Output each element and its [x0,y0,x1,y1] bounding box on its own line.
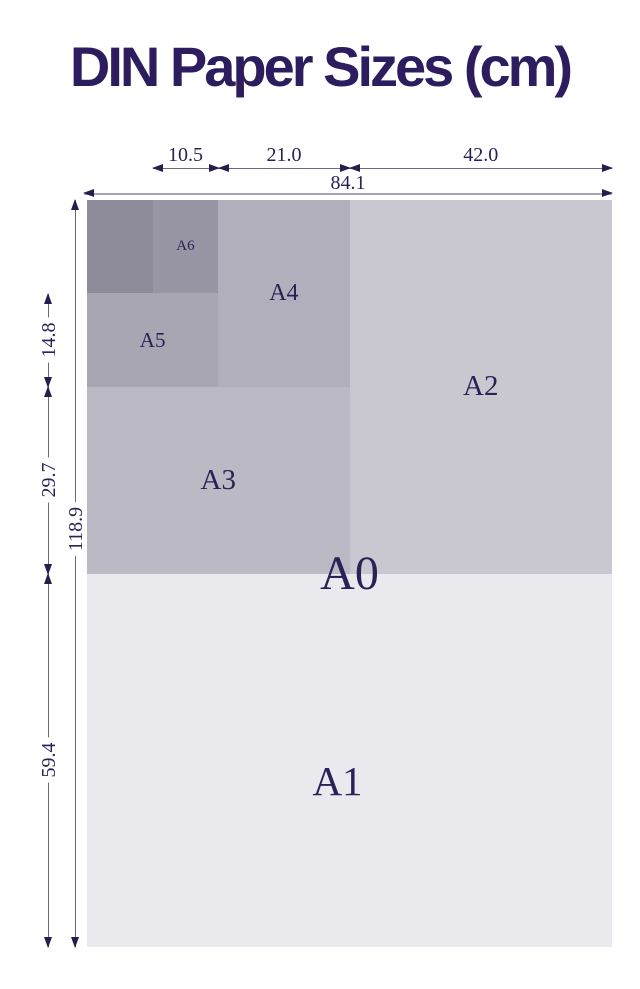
dim-a3-height: 29.7 [38,386,60,575]
paper-a1-label: A1 [312,757,363,804]
arrowhead-up-icon [70,199,79,210]
arrowhead-up-icon [43,292,52,304]
dim-a2-width: 42.0 [348,145,613,172]
paper-a6-label: A6 [176,238,195,255]
paper-a3-label: A3 [200,463,236,496]
dim-total-width-value: 84.1 [330,172,366,194]
arrowhead-left-icon [348,164,360,172]
dim-a6-width-value: 10.5 [168,144,203,166]
dim-a4-width: 21.0 [217,145,351,172]
arrowhead-up-icon [43,386,52,397]
arrowhead-right-icon [339,164,351,172]
paper-a1-region: A1 [87,573,612,947]
dim-total-width: 84.1 [83,173,613,197]
dim-total-height-value: 118.9 [65,501,87,556]
paper-a6-region: A6 [152,200,219,294]
paper-a4-label: A4 [269,280,299,307]
arrowhead-down-icon [43,937,52,948]
arrowhead-right-icon [602,164,613,172]
dim-a4-width-value: 21.0 [266,144,302,166]
paper-a0-label: A0 [320,546,379,600]
paper-a5-label: A5 [139,327,166,352]
arrowhead-left-icon [151,164,163,172]
arrowhead-left-icon [83,189,94,197]
arrowhead-down-icon [43,377,52,388]
arrowhead-right-icon [208,164,220,172]
paper-a7-square [87,200,153,294]
page-title: DIN Paper Sizes (cm) [69,35,573,98]
arrowhead-down-icon [43,563,52,575]
dim-total-height: 118.9 [65,199,87,948]
paper-a2-region: A2 [349,200,612,574]
dim-a5-height-value: 14.8 [38,317,60,363]
dim-a6-width: 10.5 [151,145,220,172]
paper-nesting-diagram: A1 A2 A3 A4 A5 A6 A0 [87,200,612,947]
paper-a5-region: A5 [87,293,219,387]
dim-a3-height-value: 29.7 [38,457,60,503]
dim-a5-height: 14.8 [38,292,60,388]
paper-a2-label: A2 [463,370,499,403]
dim-a1-height-value: 59.4 [38,737,60,783]
dim-a1-height: 59.4 [38,572,60,948]
arrowhead-left-icon [217,164,229,172]
arrowhead-down-icon [70,937,79,948]
dim-a2-width-value: 42.0 [463,144,499,166]
arrowhead-right-icon [602,189,613,197]
paper-a3-region: A3 [87,386,350,574]
arrowhead-up-icon [43,572,52,584]
paper-a4-region: A4 [218,200,350,387]
